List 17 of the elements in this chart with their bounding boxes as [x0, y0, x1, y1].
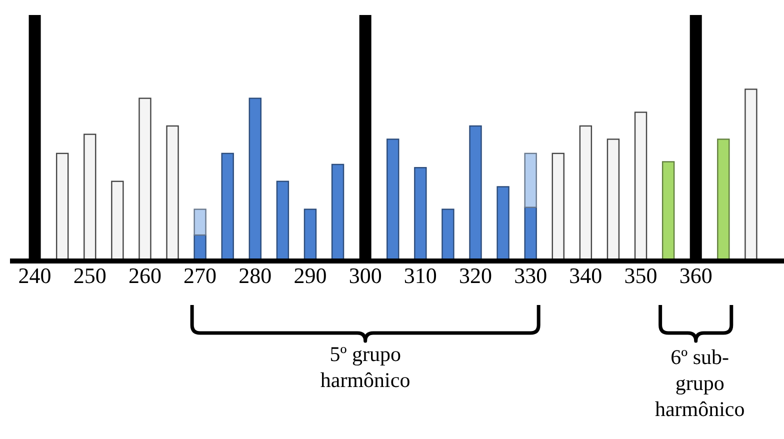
x-tick-label: 300 — [348, 263, 382, 288]
x-tick-label: 320 — [459, 263, 492, 288]
x-tick-label: 260 — [128, 263, 162, 288]
x-tick-label: 240 — [18, 263, 52, 288]
bar — [194, 208, 206, 236]
x-tick-label: 270 — [184, 263, 217, 288]
x-tick-label: 330 — [514, 263, 548, 288]
x-tick-label: 310 — [404, 263, 437, 288]
x-tick-label: 290 — [294, 263, 327, 288]
x-tick-label: 360 — [679, 263, 712, 288]
x-tick-label: 250 — [73, 263, 106, 288]
x-tick-label: 280 — [238, 263, 272, 288]
text: 5º grupo harmônico — [320, 342, 410, 392]
bar — [524, 152, 537, 208]
x-tick-label: 340 — [569, 263, 602, 288]
x-tick-label: 350 — [624, 263, 658, 288]
text: 6º sub-grupo harmônico — [654, 345, 745, 421]
